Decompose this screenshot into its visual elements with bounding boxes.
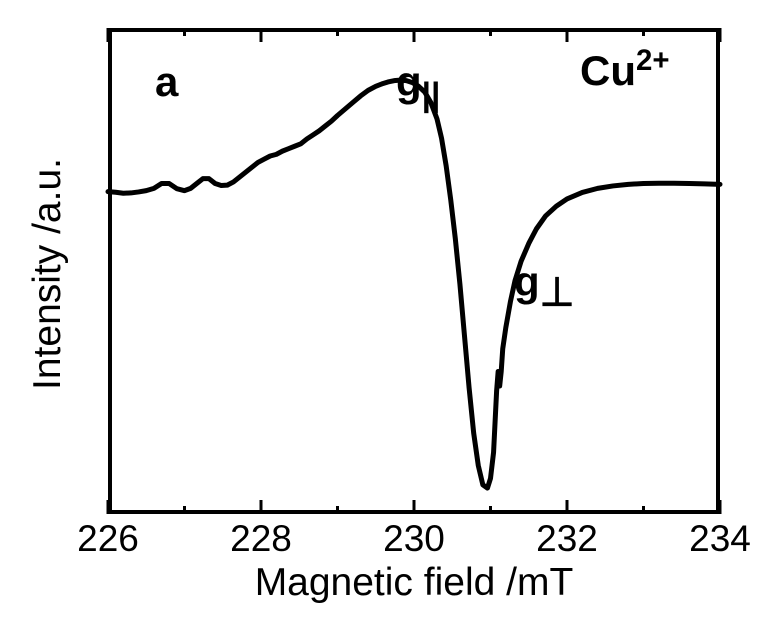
y-axis-label: Intensity /a.u. bbox=[26, 74, 70, 474]
g-perp-annotation: g⊥ bbox=[514, 258, 574, 315]
x-axis-label: Magnetic field /mT bbox=[0, 561, 760, 605]
x-tick-label: 230 bbox=[383, 518, 445, 560]
x-tick-label: 234 bbox=[689, 518, 751, 560]
x-tick-label: 232 bbox=[536, 518, 598, 560]
panel-letter-annotation: a bbox=[155, 58, 178, 106]
species-annotation: Cu2+ bbox=[580, 44, 670, 95]
g-parallel-annotation: g|| bbox=[396, 58, 440, 114]
x-tick-label: 228 bbox=[230, 518, 292, 560]
x-tick-label: 226 bbox=[77, 518, 139, 560]
spectrum-line bbox=[108, 80, 720, 488]
figure: Intensity /a.u. Magnetic field /mT a g||… bbox=[0, 0, 760, 626]
